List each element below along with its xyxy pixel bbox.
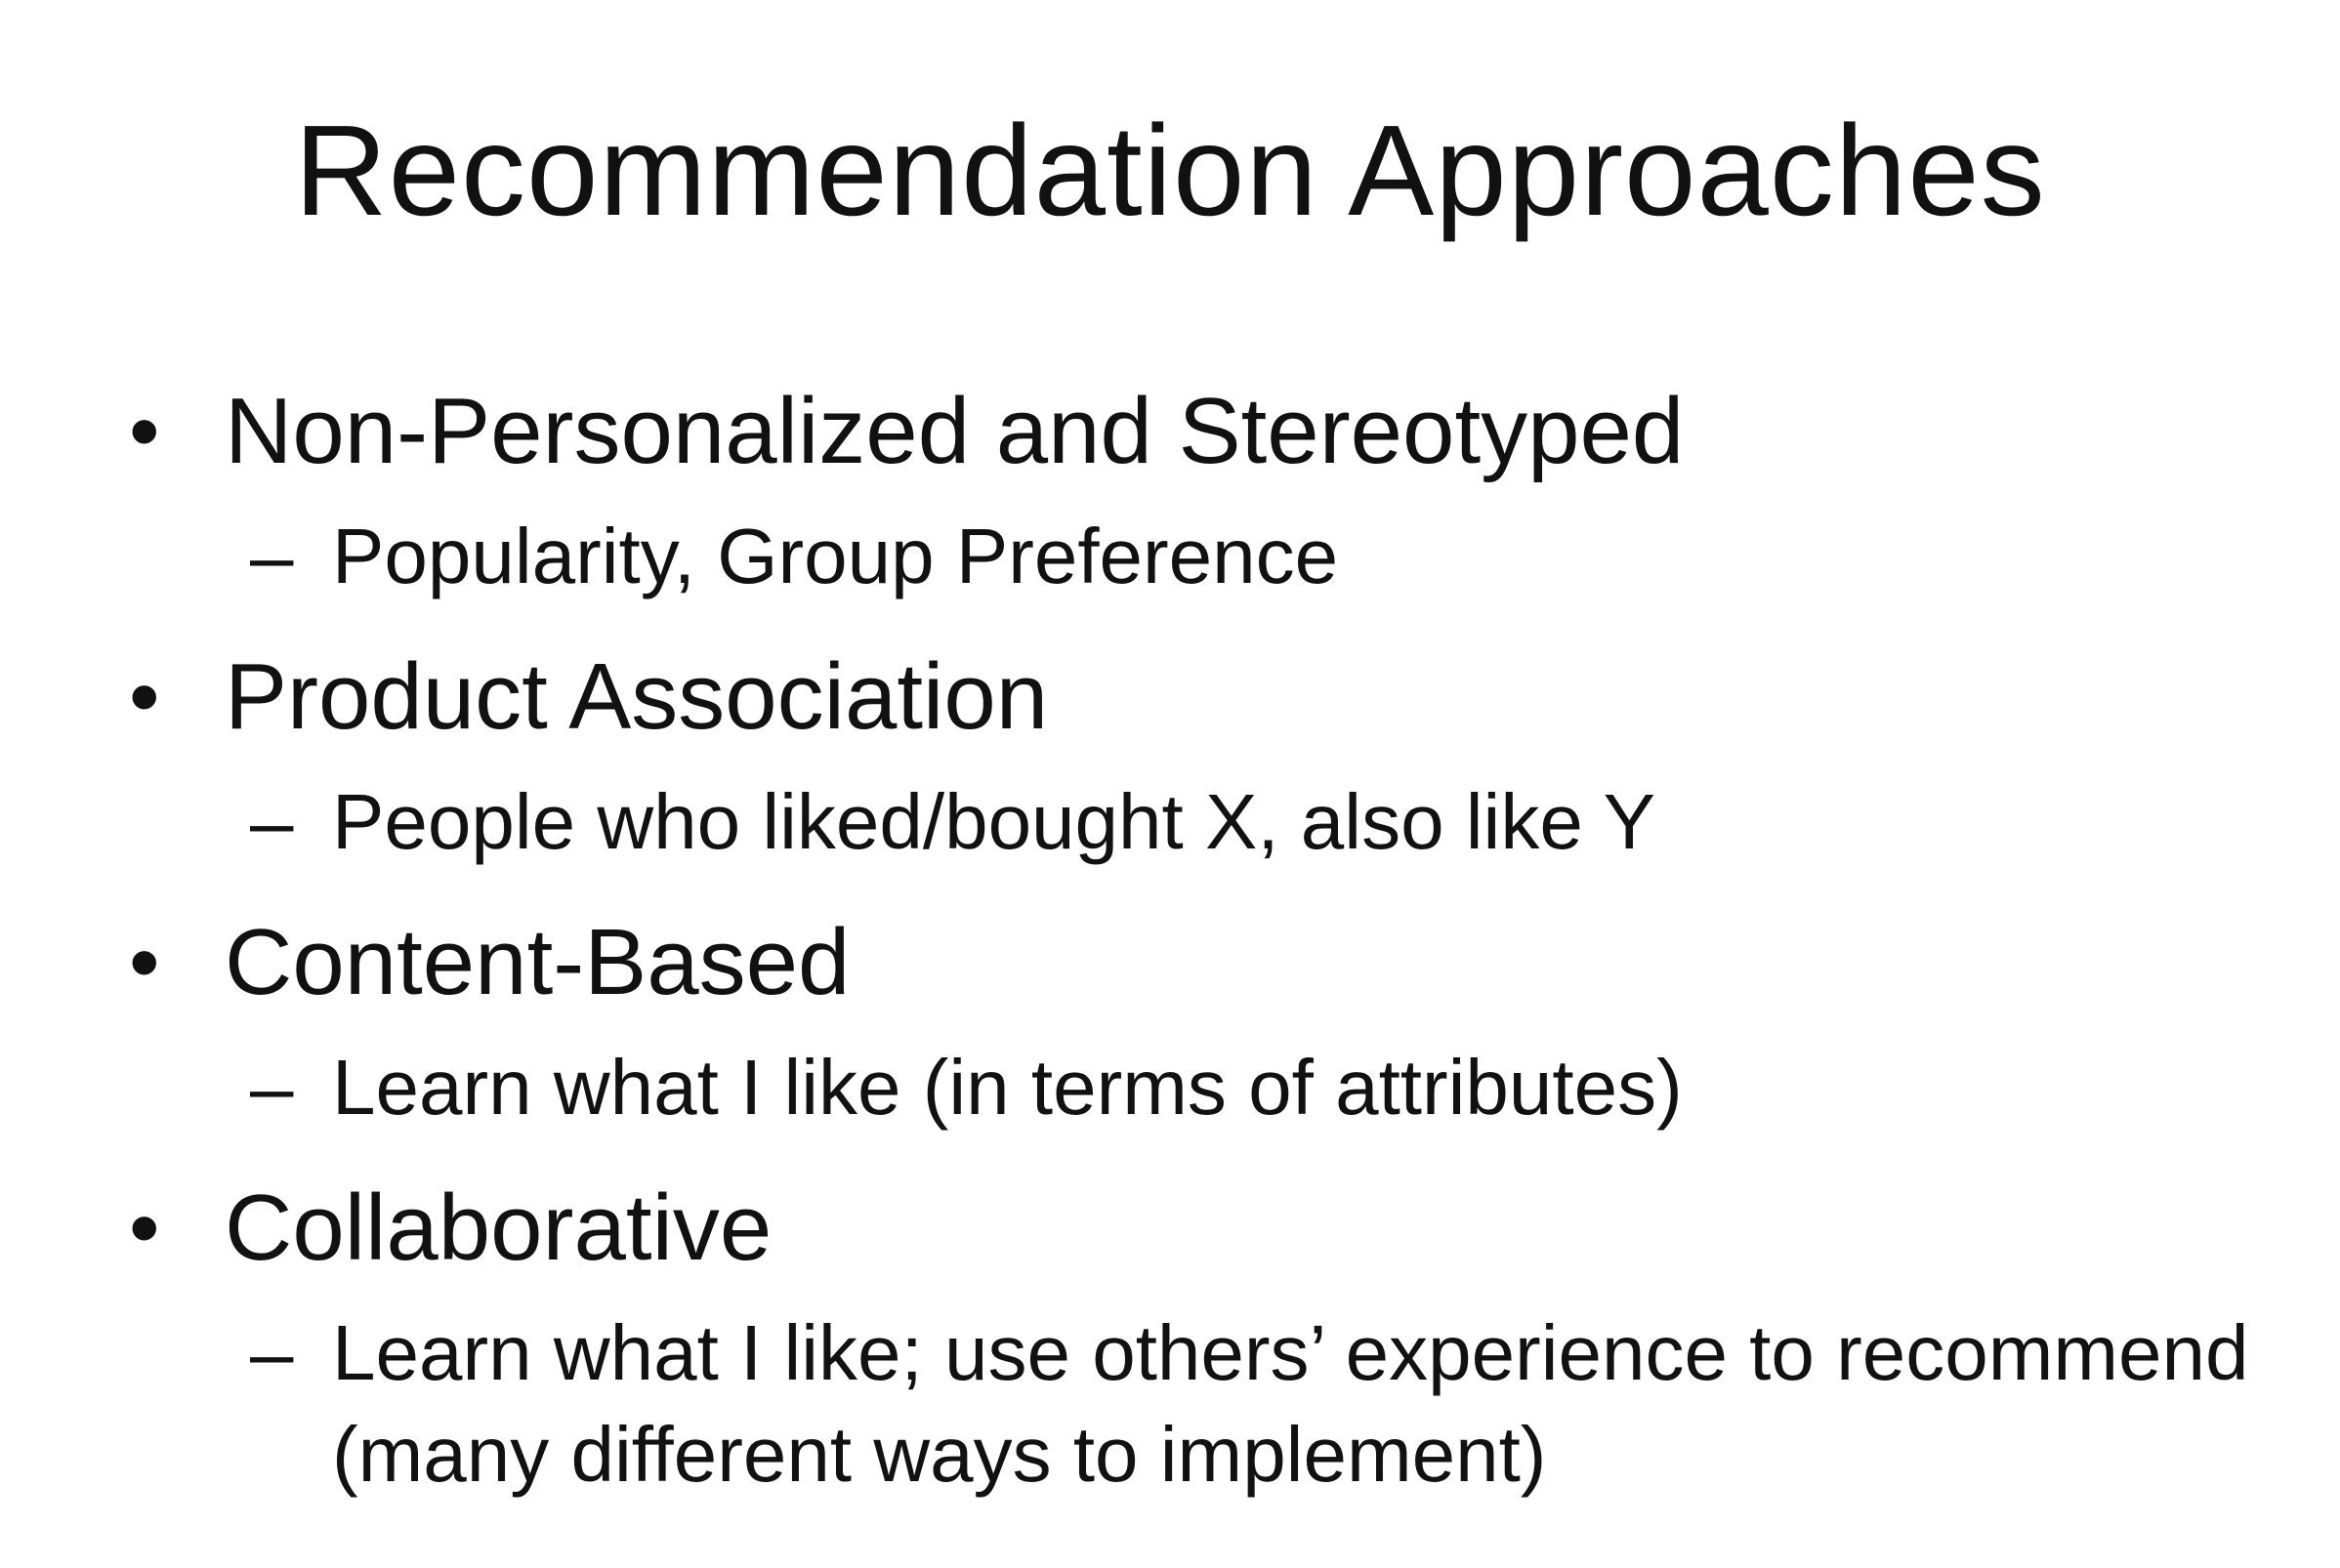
sub-bullet-row: – Learn what I like; use others’ experie… <box>127 1302 2276 1506</box>
bullet-label: Product Association <box>225 644 1049 749</box>
sub-bullet-row: – People who liked/bought X, also like Y <box>127 771 2276 873</box>
sub-bullet-label: Learn what I like; use others’ experienc… <box>332 1309 2249 1498</box>
bullet-row: • Non-Personalized and Stereotyped <box>127 371 2276 492</box>
list-item: • Content-Based – Learn what I like (in … <box>127 902 2276 1138</box>
bullet-icon: • <box>129 648 160 746</box>
bullet-row: • Product Association <box>127 637 2276 758</box>
list-item: • Collaborative – Learn what I like; use… <box>127 1168 2276 1506</box>
bullet-label: Collaborative <box>225 1176 773 1280</box>
bullet-row: • Collaborative <box>127 1168 2276 1289</box>
dash-icon: – <box>250 778 294 865</box>
bullet-label: Content-Based <box>225 910 851 1014</box>
list-item: • Product Association – People who liked… <box>127 637 2276 873</box>
dash-icon: – <box>250 513 294 599</box>
bullet-icon: • <box>129 383 160 480</box>
dash-icon: – <box>250 1309 294 1396</box>
sub-bullet-label: Popularity, Group Preference <box>332 513 1339 599</box>
list-item: • Non-Personalized and Stereotyped – Pop… <box>127 371 2276 607</box>
sub-bullet-row: – Popularity, Group Preference <box>127 506 2276 607</box>
sub-bullet-label: Learn what I like (in terms of attribute… <box>332 1044 1683 1131</box>
bullet-row: • Content-Based <box>127 902 2276 1023</box>
bullet-label: Non-Personalized and Stereotyped <box>225 379 1685 483</box>
bullet-icon: • <box>129 1179 160 1277</box>
sub-bullet-label: People who liked/bought X, also like Y <box>332 778 1655 865</box>
bullet-icon: • <box>129 914 160 1011</box>
dash-icon: – <box>250 1044 294 1131</box>
bullet-list: • Non-Personalized and Stereotyped – Pop… <box>127 371 2276 1535</box>
sub-bullet-row: – Learn what I like (in terms of attribu… <box>127 1037 2276 1138</box>
slide-title: Recommendation Approaches <box>294 99 2046 242</box>
